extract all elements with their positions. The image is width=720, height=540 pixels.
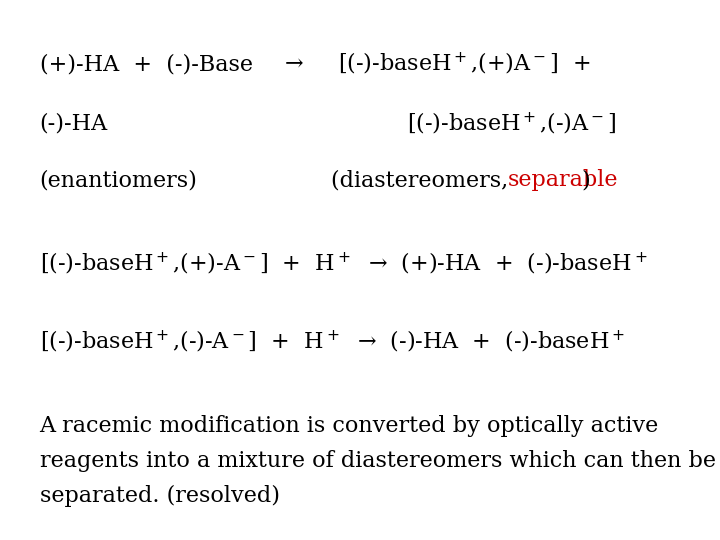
Text: ): ) bbox=[582, 170, 590, 191]
Text: (-)-HA: (-)-HA bbox=[40, 113, 108, 134]
Text: (+)-HA  +  (-)-Base: (+)-HA + (-)-Base bbox=[40, 53, 253, 75]
Text: (enantiomers): (enantiomers) bbox=[40, 170, 197, 191]
Text: [(-)-baseH$^+$,(+)-A$^-$]  +  H$^+$  →  (+)-HA  +  (-)-baseH$^+$: [(-)-baseH$^+$,(+)-A$^-$] + H$^+$ → (+)-… bbox=[40, 250, 647, 276]
Text: [(-)-baseH$^+$,(-)-A$^-$]  +  H$^+$  →  (-)-HA  +  (-)-baseH$^+$: [(-)-baseH$^+$,(-)-A$^-$] + H$^+$ → (-)-… bbox=[40, 328, 625, 354]
Text: →: → bbox=[284, 53, 303, 75]
Text: separated. (resolved): separated. (resolved) bbox=[40, 485, 279, 507]
Text: [(-)-baseH$^+$,(+)A$^-$]  +: [(-)-baseH$^+$,(+)A$^-$] + bbox=[338, 50, 591, 76]
Text: [(-)-baseH$^+$,(-)A$^-$]: [(-)-baseH$^+$,(-)A$^-$] bbox=[407, 110, 616, 136]
Text: reagents into a mixture of diastereomers which can then be: reagents into a mixture of diastereomers… bbox=[40, 450, 716, 472]
Text: (diastereomers,: (diastereomers, bbox=[331, 170, 516, 191]
Text: separable: separable bbox=[508, 170, 618, 191]
Text: A racemic modification is converted by optically active: A racemic modification is converted by o… bbox=[40, 415, 659, 437]
